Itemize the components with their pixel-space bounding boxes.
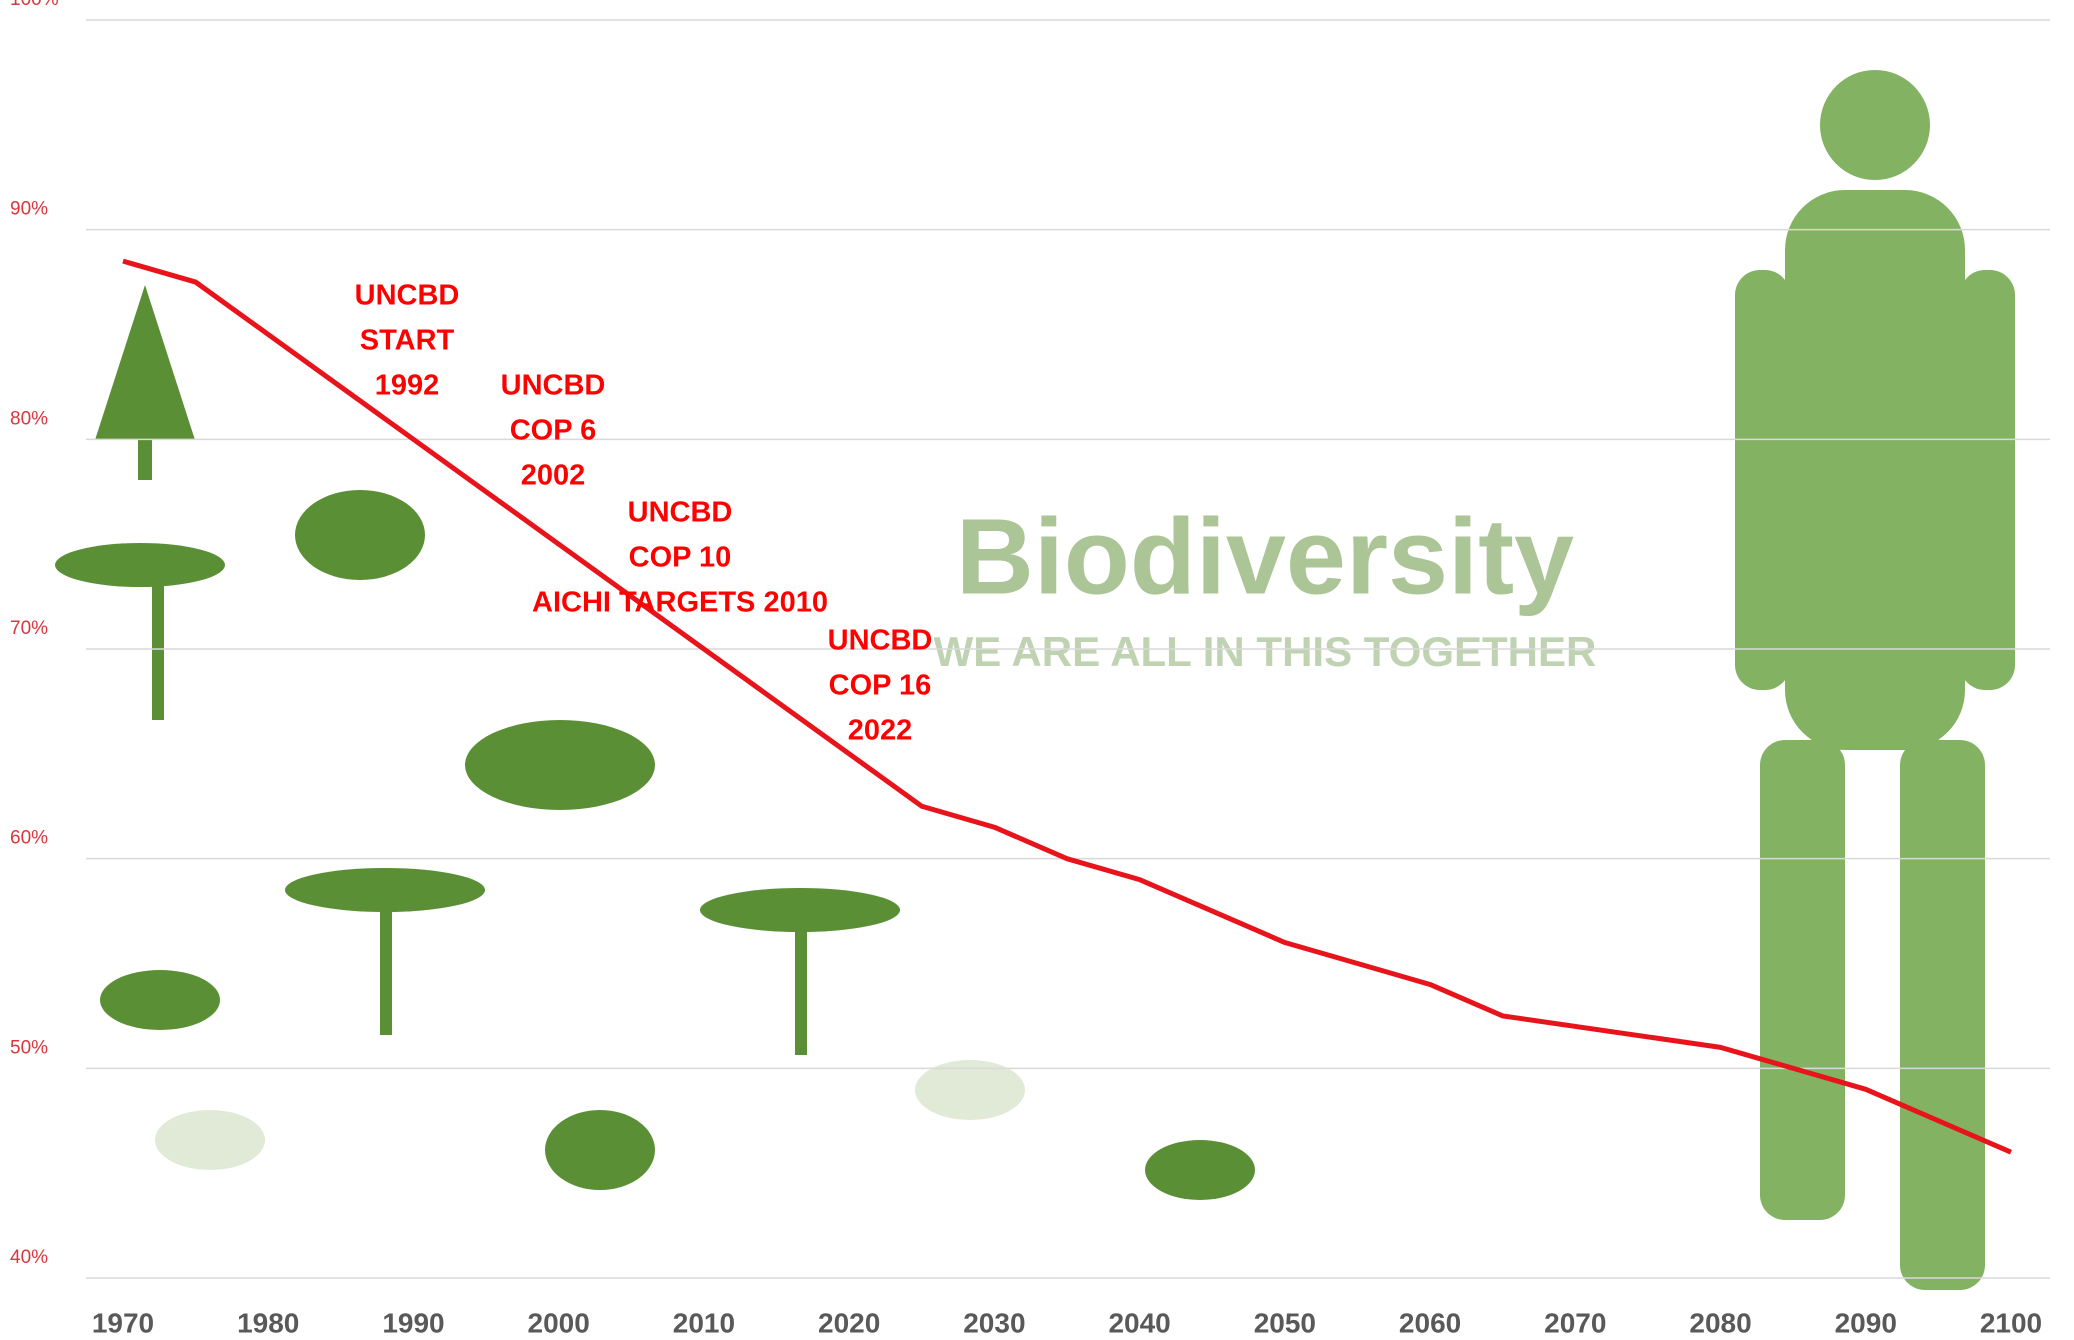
human-figure xyxy=(1735,270,1790,690)
x-tick-label: 2010 xyxy=(673,1307,735,1338)
annotation: UNCBD xyxy=(355,280,460,312)
y-tick-label: 100% xyxy=(10,0,59,10)
tree-icon xyxy=(795,915,807,1055)
x-tick-label: 1980 xyxy=(237,1307,299,1338)
x-tick-label: 2100 xyxy=(1980,1307,2042,1338)
seal-icon xyxy=(100,970,220,1030)
y-tick-label: 90% xyxy=(10,199,48,220)
x-tick-label: 1990 xyxy=(382,1307,444,1338)
annotation: COP 16 xyxy=(829,670,932,702)
tree-icon xyxy=(138,430,152,480)
annotation: 1992 xyxy=(375,370,440,402)
tree-icon xyxy=(380,895,392,1035)
annotation: COP 6 xyxy=(510,415,597,447)
human-figure xyxy=(1820,70,1930,180)
y-tick-label: 50% xyxy=(10,1037,48,1058)
human-figure xyxy=(1960,270,2015,690)
data-line xyxy=(122,258,2012,1155)
x-tick-label: 2020 xyxy=(818,1307,880,1338)
tree-icon xyxy=(95,285,195,440)
annotation: AICHI TARGETS 2010 xyxy=(532,587,828,619)
x-tick-label: 2070 xyxy=(1544,1307,1606,1338)
annotation: 2002 xyxy=(521,460,586,492)
tree-icon xyxy=(285,868,485,912)
decoration xyxy=(55,70,2015,1290)
human-figure xyxy=(1760,740,1845,1220)
x-tick-label: 2040 xyxy=(1108,1307,1170,1338)
annotation: START xyxy=(360,325,455,357)
x-tick-label: 2090 xyxy=(1835,1307,1897,1338)
annotation: COP 10 xyxy=(629,542,732,574)
butterfly-icon xyxy=(545,1110,655,1190)
human-figure xyxy=(1785,190,1965,750)
rhino-icon xyxy=(465,720,655,810)
x-tick-label: 1970 xyxy=(92,1307,154,1338)
annotation: UNCBD xyxy=(828,625,933,657)
annotation: 2022 xyxy=(848,715,913,747)
x-tick-label: 2030 xyxy=(963,1307,1025,1338)
watermark-subtitle: WE ARE ALL IN THIS TOGETHER xyxy=(934,628,1597,675)
watermark-title: Biodiversity xyxy=(956,496,1574,617)
x-tick-label: 2080 xyxy=(1689,1307,1751,1338)
mushroom-icon xyxy=(155,1110,265,1170)
x-tick-label: 2050 xyxy=(1254,1307,1316,1338)
x-tick-label: 2060 xyxy=(1399,1307,1461,1338)
y-tick-label: 40% xyxy=(10,1247,48,1268)
mushroom-icon xyxy=(915,1060,1025,1120)
seal-icon xyxy=(1145,1140,1255,1200)
y-tick-label: 60% xyxy=(10,828,48,849)
tree-icon xyxy=(700,888,900,932)
tree-icon xyxy=(55,543,225,587)
elephant-icon xyxy=(295,490,425,580)
human-figure xyxy=(1900,740,1985,1290)
y-tick-label: 80% xyxy=(10,408,48,429)
x-tick-label: 2000 xyxy=(528,1307,590,1338)
tree-icon xyxy=(152,570,164,720)
y-tick-label: 70% xyxy=(10,618,48,639)
annotation: UNCBD xyxy=(501,370,606,402)
annotation: UNCBD xyxy=(628,497,733,529)
